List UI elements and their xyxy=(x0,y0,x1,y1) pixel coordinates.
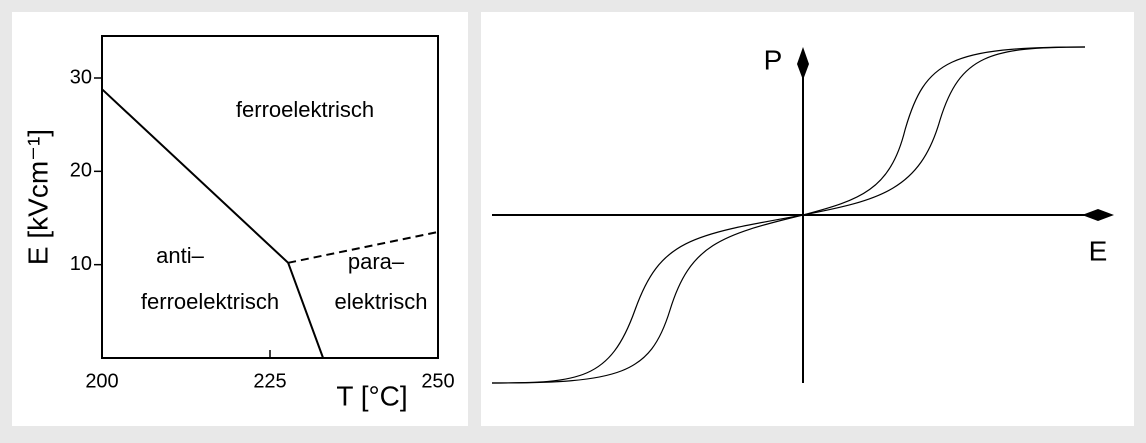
y-axis-label: E [kVcm⁻¹] xyxy=(22,129,53,265)
e-label: E xyxy=(1089,235,1108,266)
y-tick-label: 30 xyxy=(70,66,92,88)
x-tick-label: 225 xyxy=(253,370,286,392)
x-tick-label: 200 xyxy=(85,370,118,392)
e-arrow xyxy=(1082,209,1114,221)
hysteresis-diagram: P E xyxy=(491,44,1114,384)
y-tick-label: 10 xyxy=(70,253,92,275)
region-label: ferroelektrisch xyxy=(141,289,279,314)
region-label: elektrisch xyxy=(335,289,428,314)
region-label: ferroelektrisch xyxy=(236,97,374,122)
hysteresis-branch xyxy=(491,46,1086,384)
region-label: para– xyxy=(348,249,405,274)
region-label: anti– xyxy=(156,243,204,268)
p-arrow xyxy=(797,47,809,80)
x-tick-label: 250 xyxy=(421,370,454,392)
phase-diagram: 10 20 30 200 225 250 T [°C] E [kVcm⁻¹] ferroelek… xyxy=(22,35,455,411)
right-panel xyxy=(481,12,1134,426)
y-tick-label: 20 xyxy=(70,160,92,182)
x-axis-label: T [°C] xyxy=(336,380,407,411)
p-label: P xyxy=(764,44,783,75)
